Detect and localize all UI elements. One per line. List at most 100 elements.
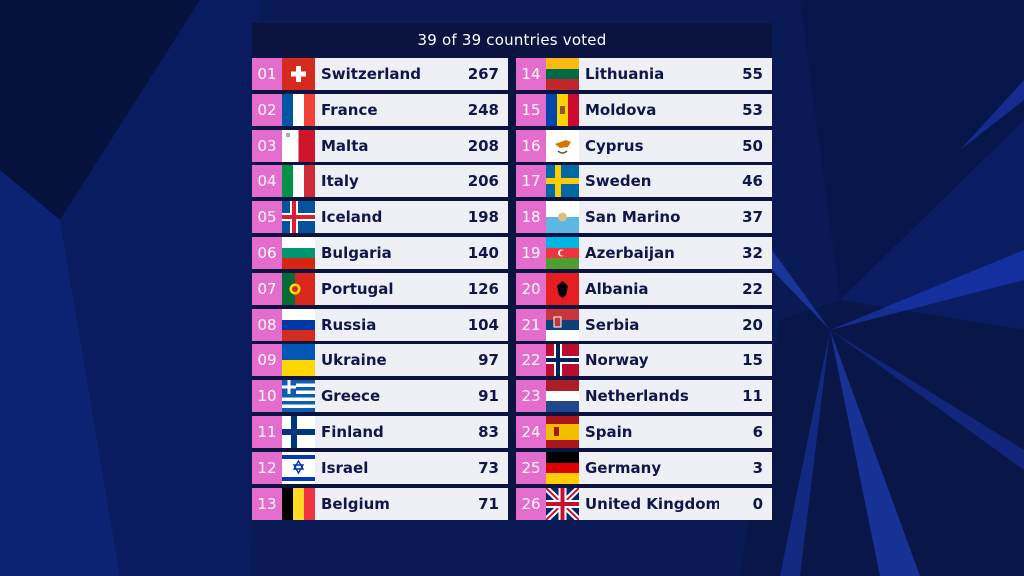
scoreboard-row: 19 Azerbaijan 32 bbox=[516, 236, 772, 269]
country-name: United Kingdom bbox=[585, 494, 719, 513]
rank-number: 15 bbox=[516, 93, 546, 126]
lithuania-flag-icon bbox=[546, 58, 579, 90]
scoreboard-row: 21 Serbia 20 bbox=[516, 308, 772, 341]
cyprus-flag-icon bbox=[546, 129, 579, 162]
country-name: Netherlands bbox=[585, 387, 689, 406]
scoreboard-row: 13 Belgium 71 bbox=[252, 487, 508, 520]
rank-number: 08 bbox=[252, 308, 282, 341]
san-marino-flag-icon bbox=[546, 201, 579, 234]
country-name: Albania bbox=[585, 279, 649, 298]
rank-number: 26 bbox=[516, 487, 546, 520]
scoreboard-row: 01 Switzerland 267 bbox=[252, 58, 508, 90]
points-total: 3 bbox=[752, 458, 763, 477]
scoreboard-row: 25 Germany 3 bbox=[516, 451, 772, 484]
rank-number: 22 bbox=[516, 344, 546, 377]
scoreboard-row: 10 Greece 91 bbox=[252, 380, 508, 413]
country-name: Finland bbox=[321, 422, 384, 441]
scoreboard-row: 05 Iceland 198 bbox=[252, 201, 508, 234]
rank-number: 06 bbox=[252, 236, 282, 269]
points-total: 73 bbox=[478, 458, 499, 477]
scoreboard-row: 26 United Kingdom 0 bbox=[516, 487, 772, 520]
azerbaijan-flag-icon bbox=[546, 236, 579, 269]
rank-number: 11 bbox=[252, 415, 282, 448]
country-name: Ukraine bbox=[321, 351, 387, 370]
scoreboard-row: 12 Israel 73 bbox=[252, 451, 508, 484]
rank-number: 21 bbox=[516, 308, 546, 341]
scoreboard-row: 16 Cyprus 50 bbox=[516, 129, 772, 162]
scoreboard-row: 23 Netherlands 11 bbox=[516, 380, 772, 413]
moldova-flag-icon bbox=[546, 93, 579, 126]
points-total: 267 bbox=[467, 65, 499, 83]
rank-number: 03 bbox=[252, 129, 282, 162]
france-flag-icon bbox=[282, 93, 315, 126]
rank-number: 18 bbox=[516, 201, 546, 234]
points-total: 83 bbox=[478, 422, 499, 441]
malta-flag-icon bbox=[282, 129, 315, 162]
bulgaria-flag-icon bbox=[282, 236, 315, 269]
scoreboard-row: 15 Moldova 53 bbox=[516, 93, 772, 126]
rank-number: 19 bbox=[516, 236, 546, 269]
scoreboard-row: 18 San Marino 37 bbox=[516, 201, 772, 234]
scoreboard-row: 06 Bulgaria 140 bbox=[252, 236, 508, 269]
switzerland-flag-icon bbox=[282, 58, 315, 90]
scoreboard-row: 07 Portugal 126 bbox=[252, 272, 508, 305]
greece-flag-icon bbox=[282, 380, 315, 413]
rank-number: 12 bbox=[252, 451, 282, 484]
points-total: 0 bbox=[752, 494, 763, 513]
israel-flag-icon bbox=[282, 451, 315, 484]
country-name: Iceland bbox=[321, 208, 383, 227]
rank-number: 20 bbox=[516, 272, 546, 305]
scoreboard-row: 04 Italy 206 bbox=[252, 165, 508, 198]
scoreboard-row: 24 Spain 6 bbox=[516, 415, 772, 448]
points-total: 71 bbox=[478, 494, 499, 513]
sweden-flag-icon bbox=[546, 165, 579, 198]
country-name: France bbox=[321, 100, 378, 119]
scoreboard-row: 11 Finland 83 bbox=[252, 415, 508, 448]
country-name: Norway bbox=[585, 351, 649, 370]
scoreboard-row: 17 Sweden 46 bbox=[516, 165, 772, 198]
country-name: Cyprus bbox=[585, 136, 644, 155]
country-name: Belgium bbox=[321, 494, 390, 513]
albania-flag-icon bbox=[546, 272, 579, 305]
country-name: Germany bbox=[585, 458, 662, 477]
rank-number: 10 bbox=[252, 380, 282, 413]
finland-flag-icon bbox=[282, 415, 315, 448]
scoreboard-row: 02 France 248 bbox=[252, 93, 508, 126]
country-name: Moldova bbox=[585, 100, 657, 119]
points-total: 22 bbox=[742, 279, 763, 298]
rank-number: 16 bbox=[516, 129, 546, 162]
points-total: 50 bbox=[742, 136, 763, 155]
country-name: Portugal bbox=[321, 279, 394, 298]
rank-number: 05 bbox=[252, 201, 282, 234]
belgium-flag-icon bbox=[282, 487, 315, 520]
scoreboard-row: 22 Norway 15 bbox=[516, 344, 772, 377]
rank-number: 23 bbox=[516, 380, 546, 413]
country-name: Switzerland bbox=[321, 65, 421, 83]
spain-flag-icon bbox=[546, 415, 579, 448]
italy-flag-icon bbox=[282, 165, 315, 198]
country-name: Russia bbox=[321, 315, 377, 334]
scoreboard-left-column: 01 Switzerland 267 02 France 248 03 Malta 208 04 I… bbox=[252, 58, 508, 523]
scoreboard-row: 14 Lithuania 55 bbox=[516, 58, 772, 90]
russia-flag-icon bbox=[282, 308, 315, 341]
scoreboard-row: 20 Albania 22 bbox=[516, 272, 772, 305]
country-name: Serbia bbox=[585, 315, 640, 334]
points-total: 20 bbox=[742, 315, 763, 334]
points-total: 6 bbox=[752, 422, 763, 441]
country-name: Spain bbox=[585, 422, 633, 441]
country-name: San Marino bbox=[585, 208, 681, 227]
country-name: Bulgaria bbox=[321, 243, 392, 262]
points-total: 97 bbox=[478, 351, 499, 370]
rank-number: 24 bbox=[516, 415, 546, 448]
points-total: 11 bbox=[742, 387, 763, 406]
country-name: Italy bbox=[321, 172, 359, 191]
voting-status-header: 39 of 39 countries voted bbox=[417, 31, 607, 49]
country-name: Lithuania bbox=[585, 65, 665, 83]
points-total: 126 bbox=[467, 279, 499, 298]
scoreboard-row: 09 Ukraine 97 bbox=[252, 344, 508, 377]
rank-number: 01 bbox=[252, 58, 282, 90]
points-total: 15 bbox=[742, 351, 763, 370]
country-name: Azerbaijan bbox=[585, 243, 675, 262]
country-name: Greece bbox=[321, 387, 381, 406]
country-name: Israel bbox=[321, 458, 369, 477]
